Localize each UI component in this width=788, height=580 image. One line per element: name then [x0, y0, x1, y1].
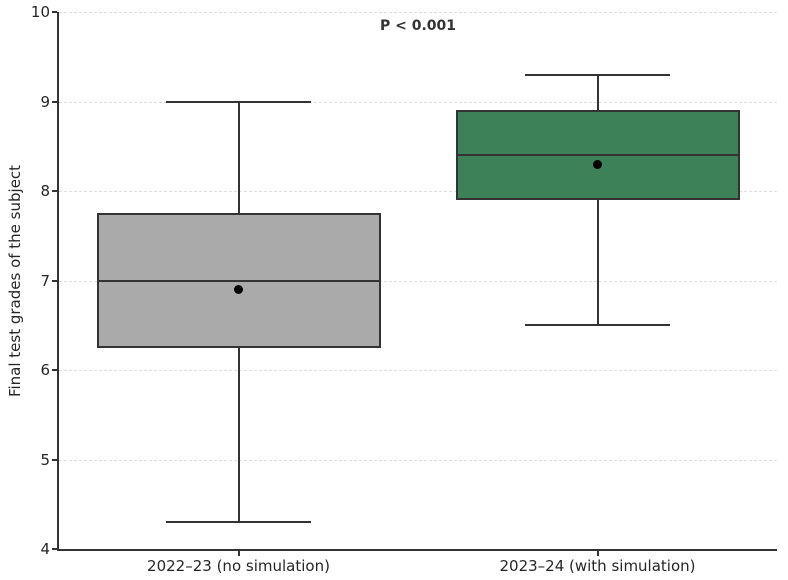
- y-tickmark-7: [52, 279, 57, 282]
- mean-dot-0: [234, 284, 243, 294]
- x-tick-label-2022-23: 2022–23 (no simulation): [147, 557, 330, 575]
- gridline-y-7: [59, 280, 777, 282]
- gridline-y-8: [59, 191, 777, 192]
- y-axis-spine: [57, 12, 59, 551]
- gridline-y-6: [59, 370, 777, 371]
- upper-whisker-cap-1: [525, 73, 670, 76]
- y-tickmark-5: [52, 458, 57, 461]
- lower-whisker-0: [237, 347, 240, 523]
- y-tickmark-10: [52, 11, 57, 13]
- upper-whisker-cap-0: [166, 100, 311, 103]
- upper-whisker-1: [596, 74, 599, 111]
- x-tickmark-1: [596, 551, 599, 556]
- median-line-1: [455, 154, 740, 157]
- gridline-y-9: [59, 101, 777, 103]
- lower-whisker-cap-0: [166, 521, 311, 524]
- y-tick-label-9: 9: [40, 92, 50, 111]
- lower-whisker-1: [596, 199, 599, 326]
- p-value-annotation: P < 0.001: [379, 18, 457, 34]
- x-tickmark-0: [237, 551, 240, 556]
- y-tick-label-5: 5: [40, 450, 50, 469]
- y-tick-label-8: 8: [40, 182, 50, 200]
- y-tick-label-10: 10: [30, 3, 50, 21]
- x-tick-label-2023-24: 2023–24 (with simulation): [499, 557, 696, 575]
- upper-whisker-0: [237, 101, 240, 214]
- y-axis-label: Final test grades of the subject: [6, 164, 24, 398]
- y-tick-label-6: 6: [40, 361, 50, 379]
- x-axis-spine: [57, 549, 777, 551]
- y-tickmark-9: [52, 100, 57, 103]
- y-tickmark-4: [52, 548, 57, 550]
- y-tick-label-4: 4: [40, 540, 50, 558]
- y-tick-label-7: 7: [40, 271, 50, 290]
- lower-whisker-cap-1: [525, 324, 670, 327]
- gridline-y-5: [59, 459, 777, 461]
- y-tickmark-8: [52, 190, 57, 192]
- gridline-y-10: [59, 12, 777, 13]
- median-line-0: [96, 279, 381, 282]
- y-tickmark-6: [52, 369, 57, 371]
- mean-dot-1: [593, 159, 602, 169]
